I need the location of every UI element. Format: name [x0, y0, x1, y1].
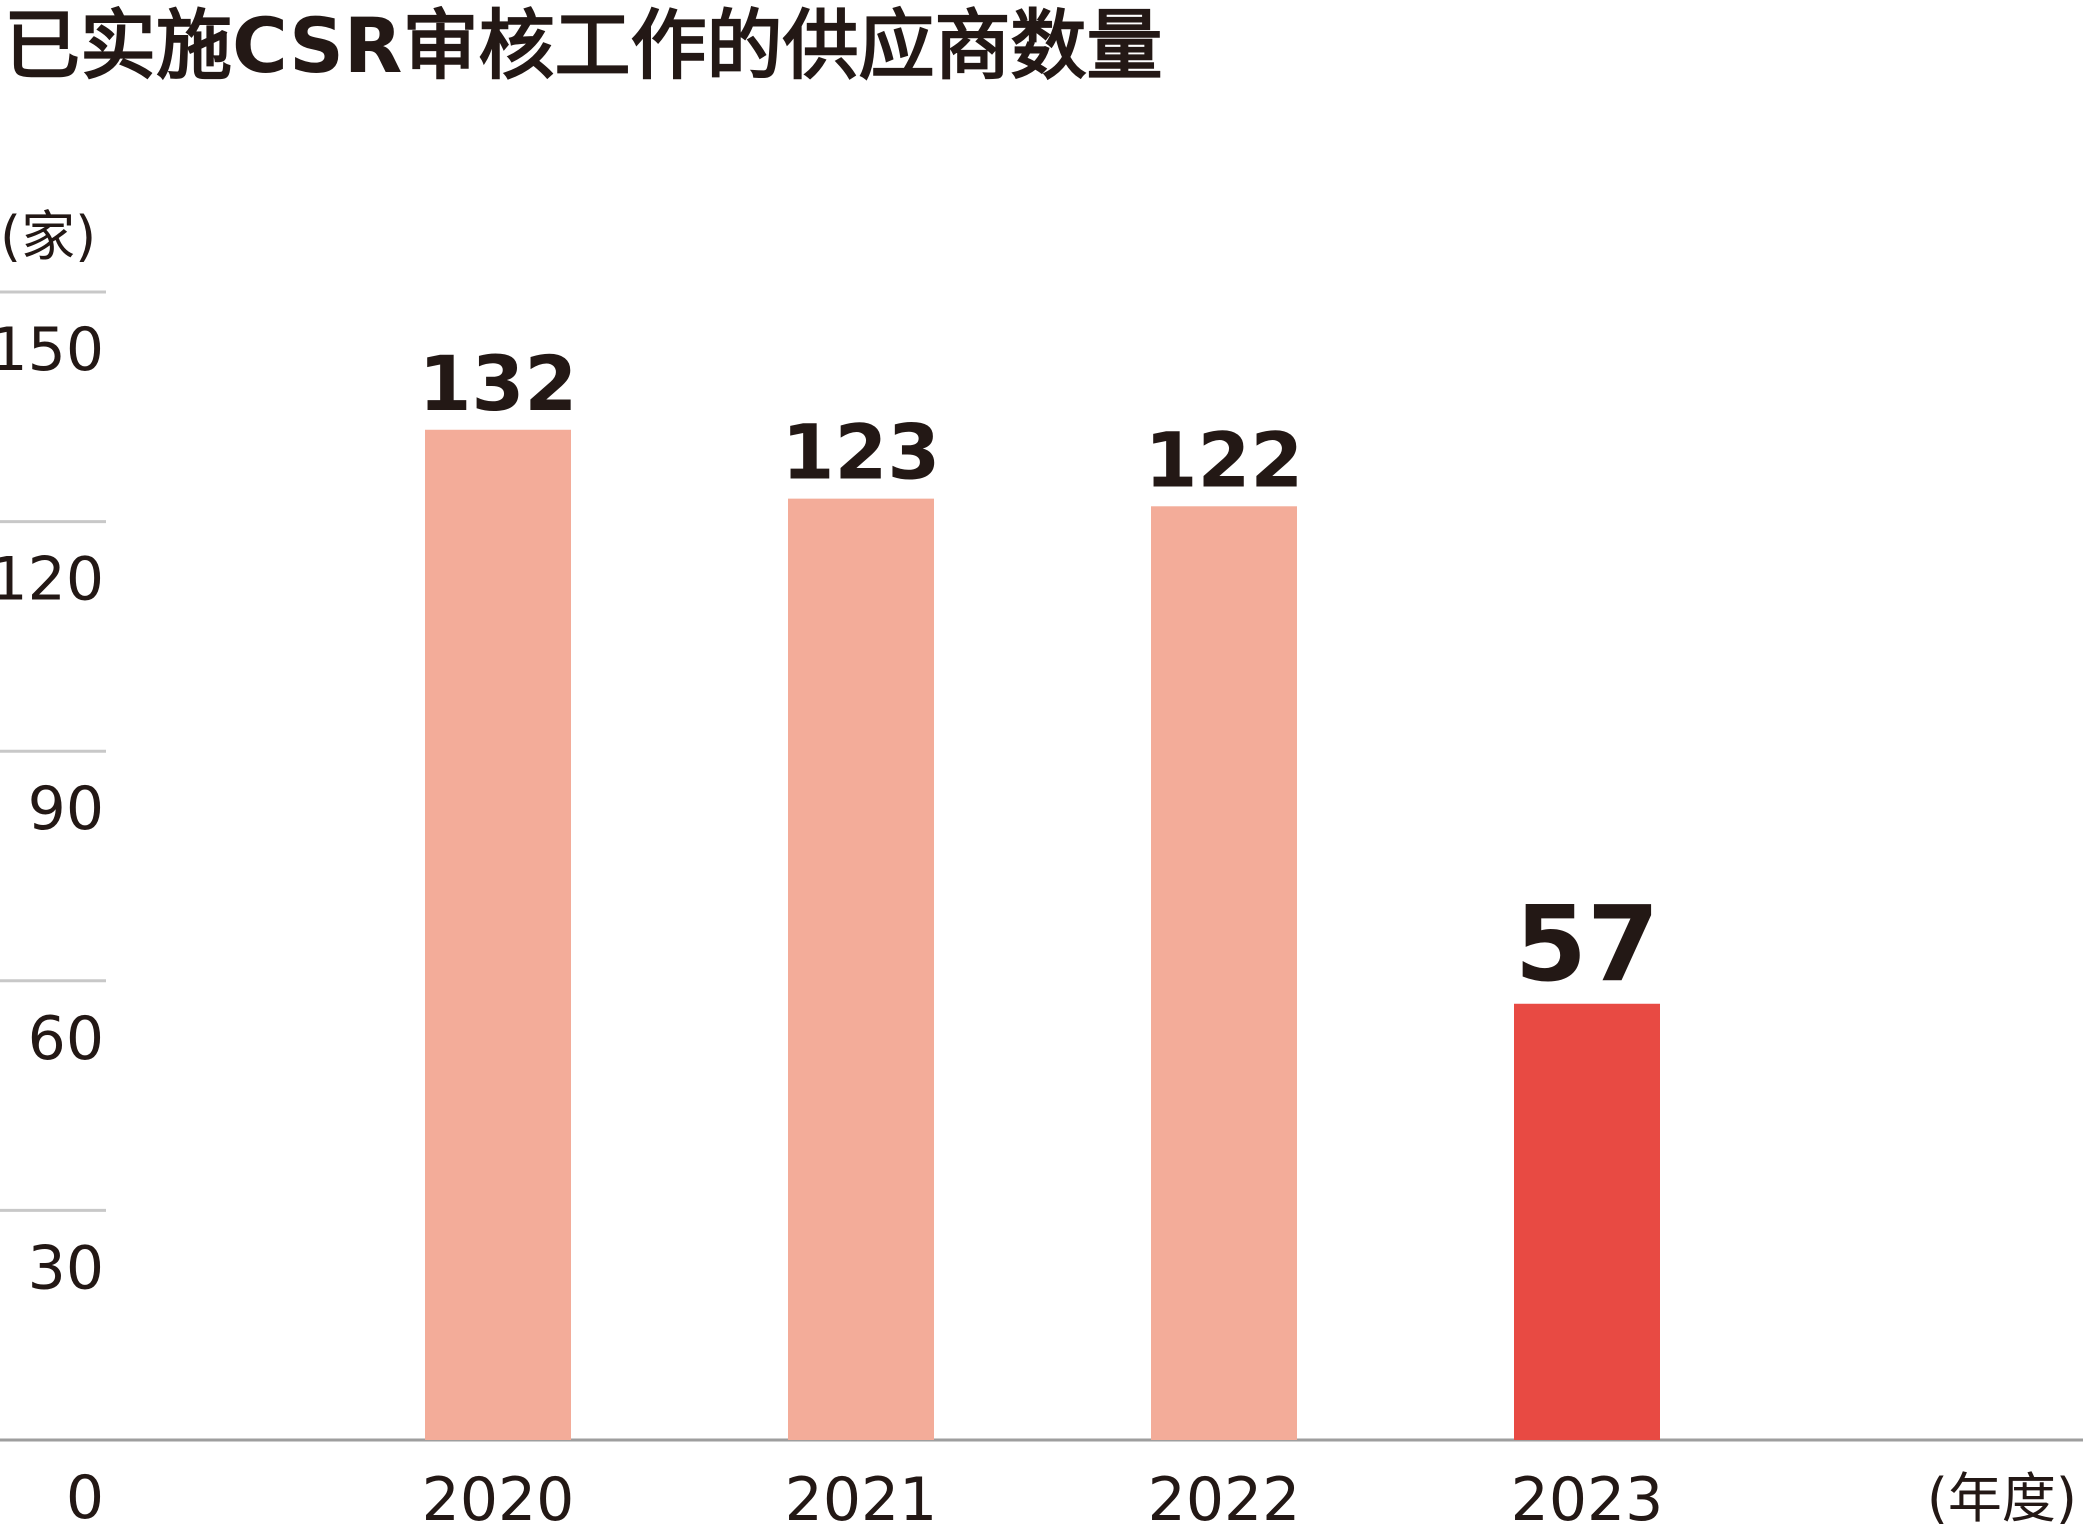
x-axis-unit-label: (年度) — [1927, 1467, 2077, 1530]
x-tick-label: 2022 — [1148, 1465, 1301, 1533]
data-label: 132 — [419, 339, 578, 428]
y-tick-label: 90 — [28, 774, 104, 844]
y-tick-label: 60 — [28, 1004, 104, 1074]
y-tick-label: 120 — [0, 545, 104, 615]
bar — [425, 429, 571, 1440]
x-tick-label: 2023 — [1511, 1465, 1664, 1533]
bar — [1151, 506, 1297, 1440]
x-tick-label: 2020 — [422, 1465, 575, 1533]
y-tick-label: 30 — [28, 1233, 104, 1303]
y-axis-unit-label: (家) — [0, 205, 96, 268]
bar — [1514, 1003, 1660, 1440]
data-label: 123 — [782, 408, 941, 497]
x-tick-label: 2021 — [785, 1465, 938, 1533]
bar — [788, 498, 934, 1440]
y-tick-label: 0 — [66, 1463, 104, 1533]
chart-title: 已实施CSR审核工作的供应商数量 — [4, 1, 1163, 90]
y-tick-label: 150 — [0, 315, 104, 385]
data-label: 122 — [1145, 415, 1304, 504]
data-label: 57 — [1515, 883, 1660, 1005]
